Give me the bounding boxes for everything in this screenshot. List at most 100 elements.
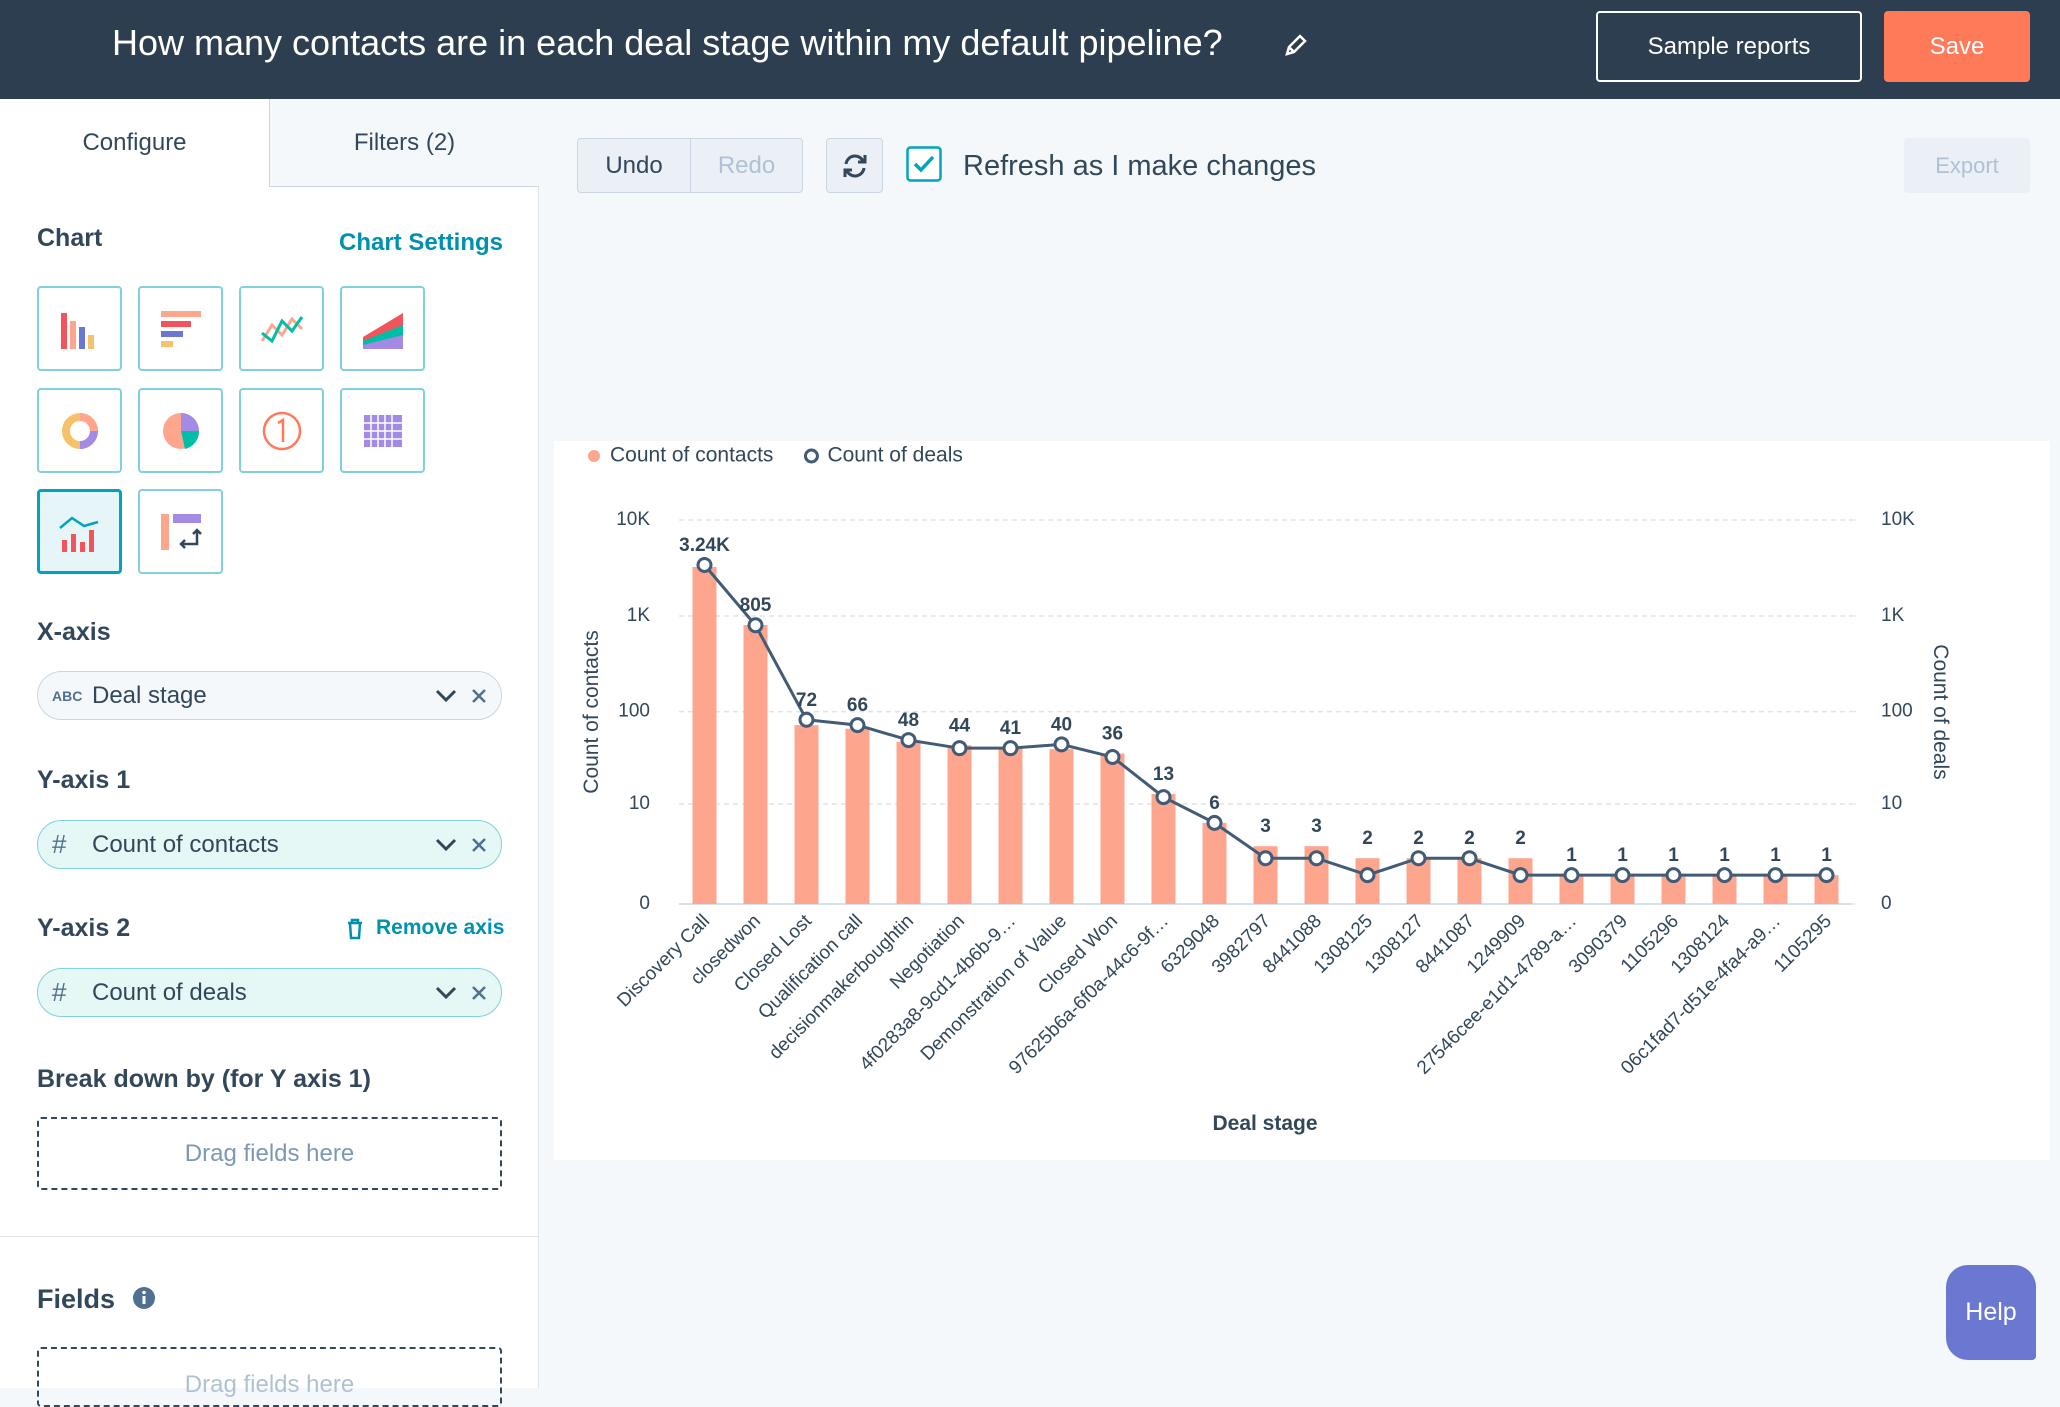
data-label: 1 (1668, 845, 1679, 866)
bar (794, 725, 819, 904)
y-tick-label: 10 (629, 793, 650, 814)
remove-axis-link[interactable]: Remove axis (376, 916, 505, 939)
y-axis-2-label: Y-axis 2 (37, 914, 131, 942)
line-point (849, 717, 866, 734)
y-axis-2-field[interactable]: # Count of deals (37, 968, 502, 1017)
chart-settings-link[interactable]: Chart Settings (339, 229, 504, 256)
line-point (1767, 867, 1784, 884)
y2-tick-label: 10K (1881, 509, 1915, 530)
data-label: 36 (1102, 723, 1123, 744)
line-point (1053, 736, 1070, 753)
chart-type-table[interactable] (340, 388, 425, 473)
line-point (1614, 867, 1631, 884)
data-label: 1 (1770, 845, 1781, 866)
bar (1100, 753, 1125, 904)
line-point (1257, 850, 1274, 867)
data-label: 3 (1260, 816, 1271, 837)
chart-type-pie[interactable] (138, 388, 223, 473)
line-point (900, 732, 917, 749)
y-tick-label: 100 (618, 701, 650, 722)
chart-body: 0 10 100 1K 10K 0 10 100 1K 10K Count of contacts C… (580, 444, 1952, 1135)
remove-icon[interactable] (471, 985, 487, 1001)
data-label: 66 (847, 695, 868, 716)
bar (743, 624, 768, 904)
field-type: # (52, 977, 67, 1007)
legend-label: Count of contacts (610, 444, 773, 467)
line-point (798, 711, 815, 728)
data-label: 41 (1000, 718, 1022, 739)
chart-type-combo[interactable] (37, 489, 122, 574)
y2-tick-label: 1K (1881, 605, 1905, 626)
chart-type-line[interactable] (239, 286, 324, 371)
dropdown-icon[interactable] (435, 986, 457, 1000)
filters-tab[interactable]: Filters (2) (269, 99, 539, 187)
y-axis-1-label: Y-axis 1 (37, 766, 131, 794)
line-point (1716, 867, 1733, 884)
bar (998, 748, 1023, 904)
line-point (1818, 867, 1835, 884)
edit-icon[interactable] (1283, 32, 1309, 58)
y-tick-label: 1K (627, 605, 651, 626)
fields-label: Fields (37, 1284, 116, 1314)
x-axis-title: Deal stage (1212, 1112, 1317, 1135)
field-type: ABC (52, 687, 83, 704)
chart-type-donut[interactable] (37, 388, 122, 473)
y2-tick-label: 10 (1881, 793, 1902, 814)
chart-heading: Chart (37, 224, 103, 252)
remove-icon[interactable] (471, 688, 487, 704)
bar (1151, 793, 1176, 904)
data-label: 1 (1617, 845, 1628, 866)
undo-button[interactable]: Undo (577, 138, 691, 193)
field-name: Count of deals (92, 978, 247, 1006)
line-point (951, 740, 968, 757)
line-point (1308, 850, 1325, 867)
bar (845, 728, 870, 904)
field-name: Deal stage (92, 681, 207, 709)
data-label: 72 (796, 690, 817, 711)
chart-type-kpi[interactable] (239, 388, 324, 473)
line-point (1461, 850, 1478, 867)
bar (1202, 822, 1227, 904)
line-point (1563, 867, 1580, 884)
line-point (1104, 748, 1121, 765)
redo-button[interactable]: Redo (690, 138, 803, 193)
save-button[interactable]: Save (1884, 11, 2030, 82)
dropdown-icon[interactable] (435, 838, 457, 852)
dropdown-icon[interactable] (435, 689, 457, 703)
divider (0, 1236, 539, 1237)
y-tick-label: 10K (616, 509, 650, 530)
chart-type-area[interactable] (340, 286, 425, 371)
field-type: # (52, 829, 67, 859)
help-button[interactable]: Help (1946, 1265, 2036, 1360)
sample-reports-button[interactable]: Sample reports (1596, 11, 1862, 82)
chart-type-pivot[interactable] (138, 489, 223, 574)
legend-marker (803, 448, 819, 464)
y-axis-title: Count of contacts (580, 630, 603, 793)
refresh-checkbox[interactable] (906, 146, 942, 182)
configure-tab[interactable]: Configure (82, 129, 187, 156)
data-label: 40 (1051, 714, 1072, 735)
breakdown-dropzone[interactable]: Drag fields here (37, 1117, 502, 1190)
refresh-label: Refresh as I make changes (963, 150, 1317, 182)
info-icon[interactable] (132, 1286, 156, 1310)
data-label: 2 (1413, 828, 1424, 849)
fields-dropzone[interactable]: Drag fields here (37, 1347, 502, 1407)
chart-type-horizontal-bar[interactable] (138, 286, 223, 371)
report-title: How many contacts are in each deal stage… (112, 22, 1223, 63)
x-axis-field[interactable]: ABC Deal stage (37, 671, 502, 720)
data-label: 3 (1311, 816, 1322, 837)
y2-tick-label: 0 (1881, 893, 1892, 914)
trash-icon[interactable] (346, 918, 364, 940)
data-label: 13 (1153, 764, 1174, 785)
y2-tick-label: 100 (1881, 701, 1913, 722)
data-label: 2 (1515, 828, 1526, 849)
bar (1049, 749, 1074, 904)
y-axis-1-field[interactable]: # Count of contacts (37, 820, 502, 869)
export-button[interactable]: Export (1904, 138, 2030, 193)
chart-type-bar[interactable] (37, 286, 122, 371)
line-point (696, 556, 713, 573)
remove-icon[interactable] (471, 837, 487, 853)
refresh-button[interactable] (826, 138, 883, 193)
data-label: 2 (1362, 828, 1373, 849)
